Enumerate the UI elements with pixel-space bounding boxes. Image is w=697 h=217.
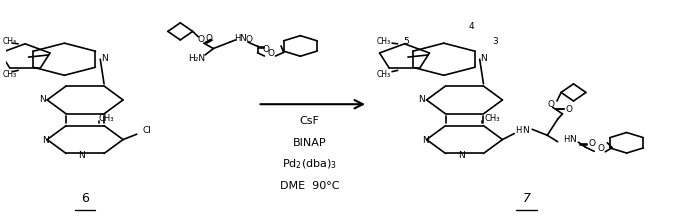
Text: N: N xyxy=(101,54,108,63)
Text: H: H xyxy=(233,34,240,43)
Text: O: O xyxy=(206,34,213,43)
Text: N: N xyxy=(43,136,49,145)
Text: H₂N: H₂N xyxy=(188,54,206,63)
Text: O: O xyxy=(566,105,573,115)
Text: 5: 5 xyxy=(403,36,408,46)
Text: CH₃: CH₃ xyxy=(2,70,16,79)
Text: N: N xyxy=(39,95,46,104)
Text: O: O xyxy=(262,45,269,54)
Text: BINAP: BINAP xyxy=(293,138,326,148)
Text: N: N xyxy=(78,151,85,160)
Text: 6: 6 xyxy=(81,192,89,205)
Text: N: N xyxy=(418,95,425,104)
Text: CH₃: CH₃ xyxy=(377,36,391,46)
Text: CH₃: CH₃ xyxy=(98,114,114,123)
Text: Cl: Cl xyxy=(143,127,152,135)
Text: CH₃: CH₃ xyxy=(377,70,391,79)
Text: O: O xyxy=(268,49,275,58)
Text: O: O xyxy=(589,139,596,148)
Text: DME  90°C: DME 90°C xyxy=(279,181,339,191)
Text: O: O xyxy=(246,35,253,44)
Text: O: O xyxy=(548,100,555,109)
Text: N: N xyxy=(422,136,429,145)
Text: 3: 3 xyxy=(493,36,498,46)
Text: N: N xyxy=(522,127,528,135)
Text: H: H xyxy=(515,127,521,135)
Text: N: N xyxy=(239,34,246,43)
Text: CsF: CsF xyxy=(299,116,319,126)
Text: O: O xyxy=(197,35,204,44)
Text: CH₃: CH₃ xyxy=(2,36,16,46)
Text: N: N xyxy=(569,135,576,144)
Text: 4: 4 xyxy=(468,21,474,31)
Text: H: H xyxy=(563,135,569,144)
Text: CH₃: CH₃ xyxy=(484,114,500,123)
Text: N: N xyxy=(458,151,464,160)
Text: Pd$_2$(dba)$_3$: Pd$_2$(dba)$_3$ xyxy=(282,157,337,171)
Text: O: O xyxy=(597,144,604,153)
Text: N: N xyxy=(480,54,487,63)
Text: 7: 7 xyxy=(523,192,530,205)
